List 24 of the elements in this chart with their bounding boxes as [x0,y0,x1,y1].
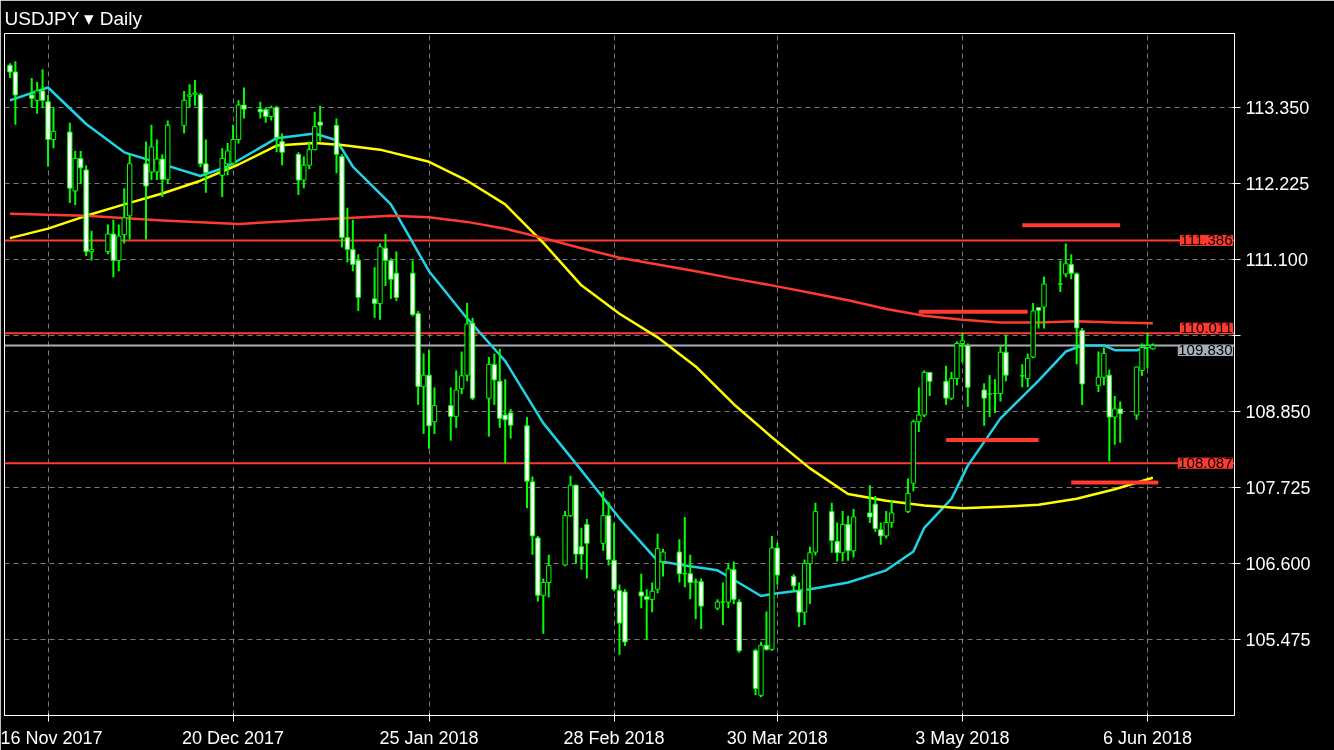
candlestick [1057,259,1064,294]
ref-line-label: 108.087 [1178,454,1233,472]
x-tick-label: 28 Feb 2018 [563,727,665,748]
line-series [8,141,1155,510]
ref-line-label: 111.386 [1180,231,1233,249]
candlestick [584,518,590,580]
y-tick-label: 105.475 [1245,630,1311,651]
y-tick-label: 112.225 [1245,174,1310,195]
x-tick-label: 25 Jan 2018 [379,727,479,748]
chart-title: USDJPY ▾ Daily [4,7,143,29]
x-tick-label: 20 Dec 2017 [182,727,285,748]
ref-line-label: 110.011 [1180,319,1233,337]
ref-line-label: 109.830 [1178,341,1233,359]
y-tick-label: 113.350 [1245,98,1310,119]
y-tick-label: 108.850 [1245,402,1311,423]
x-tick-label: 16 Nov 2017 [0,727,103,748]
candlestick [905,477,911,514]
y-tick-label: 106.600 [1245,554,1311,575]
x-tick-label: 30 Mar 2018 [726,727,828,748]
x-tick-label: 6 Jun 2018 [1102,727,1192,748]
y-tick-label: 111.100 [1245,250,1308,271]
candlestick [676,538,683,584]
y-tick-label: 107.725 [1245,478,1311,499]
x-tick-label: 3 May 2018 [915,727,1010,748]
